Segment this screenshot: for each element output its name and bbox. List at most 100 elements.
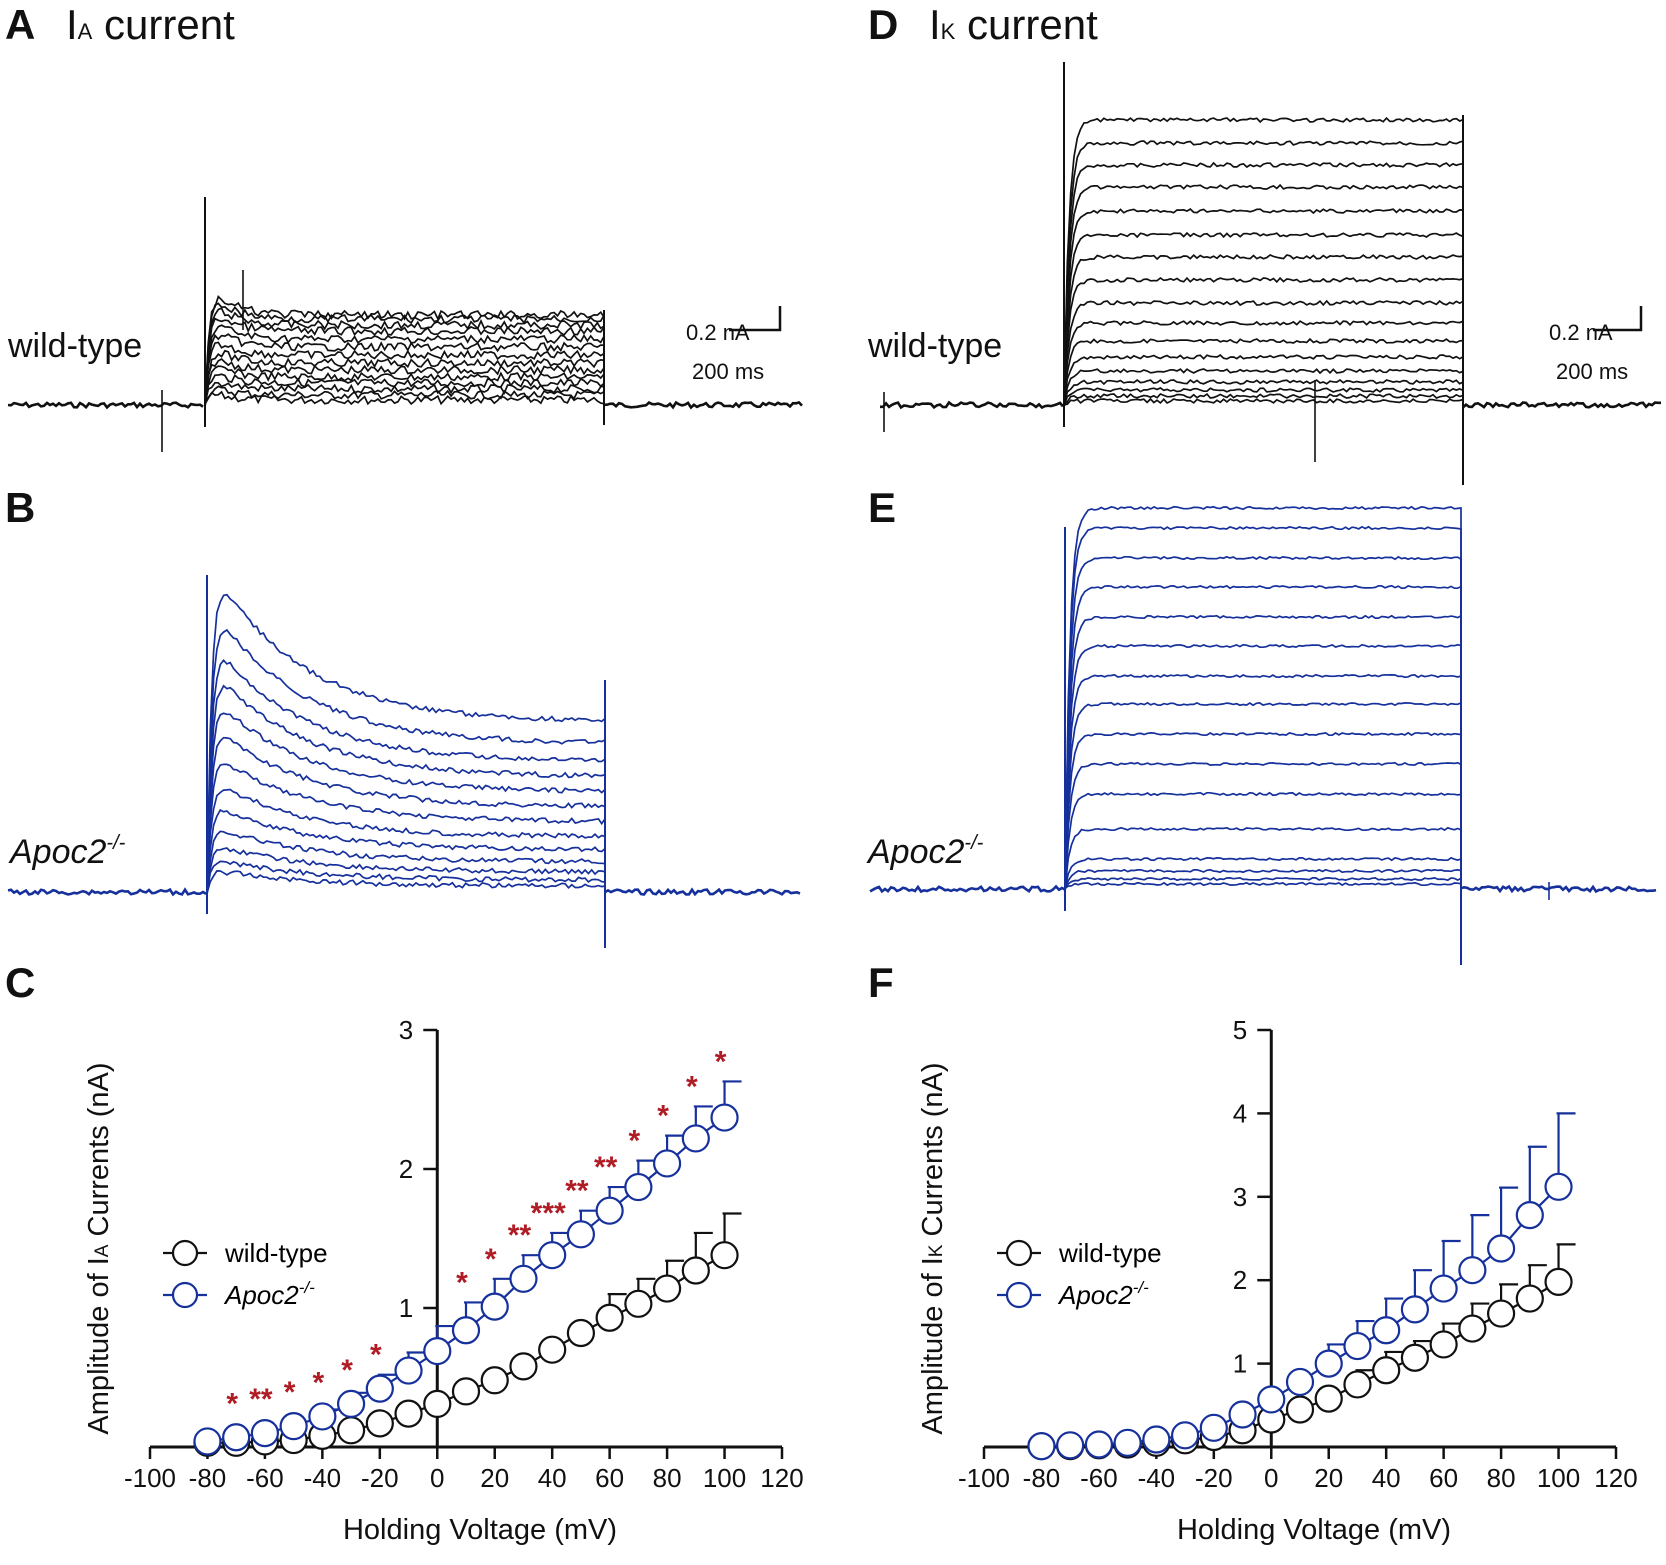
data-point <box>423 1389 452 1419</box>
x-tick-label: 20 <box>1314 1463 1343 1493</box>
data-point <box>681 1256 710 1285</box>
current-sweep <box>204 295 605 405</box>
current-sweep <box>1063 208 1464 406</box>
traces-a <box>7 197 803 452</box>
x-tick-label: 60 <box>1429 1463 1458 1493</box>
data-point <box>1113 1428 1142 1457</box>
current-sweep <box>204 381 605 405</box>
current-sweep <box>206 763 606 893</box>
data-point <box>1314 1349 1343 1378</box>
panel-label-f: F <box>868 959 894 1006</box>
current-sweep <box>206 628 606 892</box>
traces-e <box>869 505 1657 965</box>
x-tick-label: -60 <box>246 1463 284 1493</box>
data-point <box>1314 1384 1343 1413</box>
data-point <box>681 1124 710 1153</box>
data-point <box>652 1149 682 1178</box>
data-point <box>250 1418 280 1448</box>
x-tick-label: 40 <box>538 1463 567 1493</box>
data-point <box>710 1241 739 1270</box>
data-point <box>1400 1343 1430 1372</box>
x-tick-label: -20 <box>361 1463 399 1493</box>
scale-current-a: 0.2 nA <box>686 320 750 345</box>
legend-marker <box>1005 1281 1033 1309</box>
legend-label-wildtype: wild-type <box>224 1238 328 1268</box>
data-point <box>1429 1330 1458 1359</box>
significance-marker: *** <box>531 1197 566 1230</box>
data-point <box>1486 1299 1516 1328</box>
significance-marker: * <box>485 1243 497 1276</box>
current-sweep <box>1064 505 1462 889</box>
significance-marker: * <box>341 1354 353 1387</box>
current-sweep <box>1063 392 1464 409</box>
scale-time-a: 200 ms <box>692 359 764 384</box>
panel-label-b: B <box>5 484 35 531</box>
x-axis-title: Holding Voltage (mV) <box>343 1514 617 1546</box>
chart-c: -100 -80 -60 -40 -20 0 20 40 60 80 100 120 1 2 3 Holdin… <box>83 1015 804 1546</box>
current-sweep <box>206 870 606 894</box>
x-tick-label: -100 <box>124 1463 176 1493</box>
x-tick-label: 100 <box>1537 1463 1580 1493</box>
x-tick-label: -20 <box>1195 1463 1233 1493</box>
current-sweep <box>1063 116 1464 405</box>
y-tick-label: 2 <box>399 1154 413 1184</box>
significance-marker: ** <box>565 1175 589 1208</box>
legend-marker <box>171 1281 199 1309</box>
significance-marker: * <box>313 1366 325 1399</box>
significance-marker: * <box>226 1387 238 1420</box>
current-sweep <box>204 317 605 406</box>
data-point <box>652 1274 682 1303</box>
traces-d <box>880 62 1661 485</box>
current-sweep <box>204 365 605 406</box>
current-sweep <box>1063 368 1464 405</box>
y-tick-label: 4 <box>1233 1098 1247 1128</box>
x-tick-label: 120 <box>760 1463 803 1493</box>
x-tick-label: 100 <box>703 1463 746 1493</box>
data-point <box>1285 1367 1315 1397</box>
data-point <box>365 1374 394 1403</box>
data-point <box>1170 1421 1200 1450</box>
data-point <box>538 1335 567 1364</box>
scale-bar-a: 0.2 nA 200 ms <box>686 306 782 384</box>
current-sweep <box>1064 643 1462 890</box>
panel-label-e: E <box>868 484 896 531</box>
current-sweep <box>204 302 605 405</box>
current-sweep <box>204 349 605 406</box>
data-point <box>710 1103 739 1132</box>
panel-title-a: IA current <box>66 1 235 48</box>
data-point <box>193 1427 222 1456</box>
current-sweep <box>1064 555 1462 891</box>
panel-label-c: C <box>5 959 35 1006</box>
y-tick-label: 2 <box>1233 1265 1247 1295</box>
current-sweep <box>1064 876 1462 893</box>
data-point <box>1343 1370 1372 1399</box>
data-point <box>308 1402 337 1431</box>
significance-marker: * <box>715 1045 727 1078</box>
current-sweep <box>1063 254 1464 405</box>
x-tick-label: -80 <box>1023 1463 1061 1493</box>
panel-label-d: D <box>868 1 898 48</box>
x-tick-label: -80 <box>189 1463 227 1493</box>
data-point <box>1458 1256 1487 1285</box>
data-point <box>394 1399 423 1428</box>
current-sweep <box>206 736 606 892</box>
data-point <box>222 1423 251 1452</box>
x-tick-label: -40 <box>1138 1463 1176 1493</box>
x-axis-title: Holding Voltage (mV) <box>1177 1514 1451 1546</box>
significance-marker: * <box>629 1125 641 1158</box>
condition-label-e: Apoc2-/- <box>866 832 984 871</box>
legend-label-apoc2: Apoc2-/- <box>1057 1278 1149 1310</box>
current-sweep <box>1063 337 1464 406</box>
current-sweep <box>1063 378 1464 406</box>
data-point <box>1372 1356 1401 1385</box>
current-sweep <box>1063 320 1464 405</box>
data-point <box>336 1416 366 1445</box>
legend-label-apoc2: Apoc2-/- <box>223 1278 315 1310</box>
significance-marker: * <box>657 1100 669 1133</box>
data-point <box>566 1318 596 1348</box>
current-sweep <box>204 385 605 405</box>
current-sweep <box>1063 387 1464 407</box>
condition-label-a: wild-type <box>7 327 142 365</box>
current-sweep <box>1064 614 1462 890</box>
trace-baseline <box>7 401 204 410</box>
